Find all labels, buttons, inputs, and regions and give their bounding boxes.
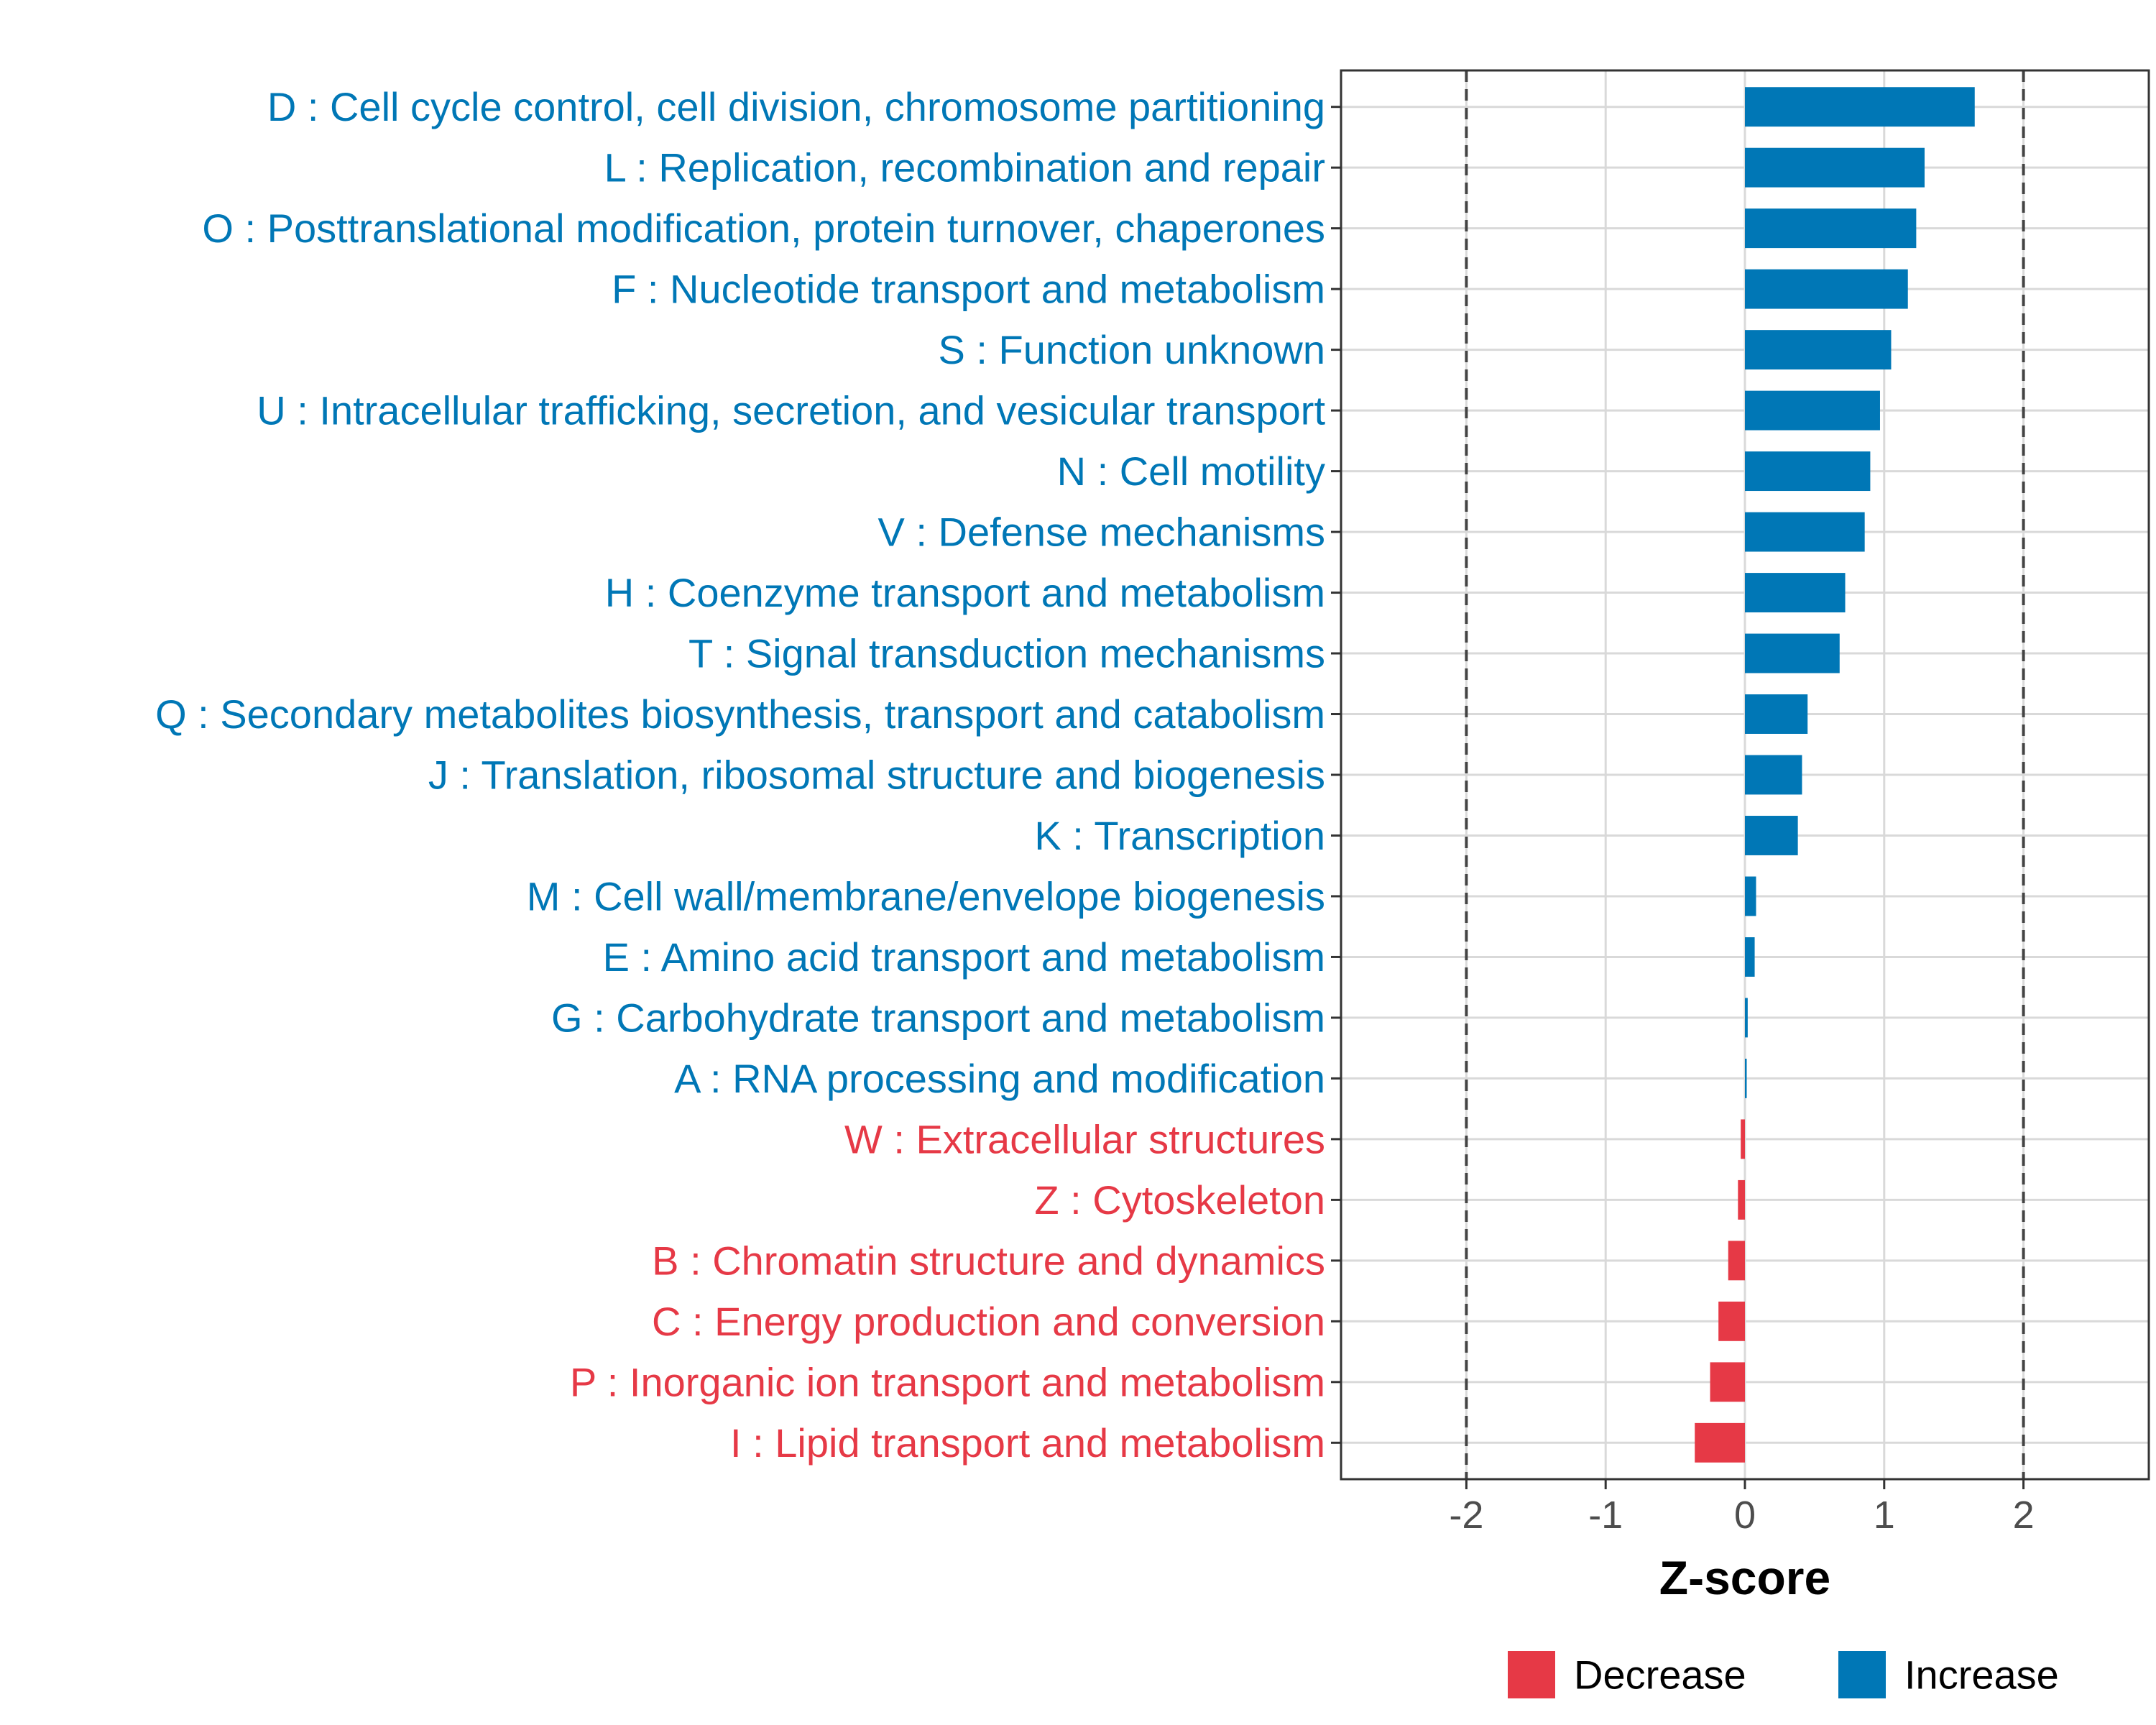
bar	[1745, 390, 1880, 431]
x-tick-label: 2	[2013, 1494, 2035, 1537]
bar	[1710, 1362, 1745, 1402]
x-tick-label: -2	[1449, 1494, 1483, 1537]
y-tick-label: I : Lipid transport and metabolism	[730, 1420, 1325, 1466]
bar	[1745, 208, 1917, 249]
x-axis-ticks: -2 -1 0 1 2	[1449, 1479, 2035, 1537]
bar	[1745, 451, 1871, 492]
bar	[1745, 87, 1975, 127]
y-tick-label: P : Inorganic ion transport and metaboli…	[570, 1359, 1325, 1404]
legend-label: Decrease	[1574, 1652, 1746, 1698]
y-tick-label: E : Amino acid transport and metabolism	[603, 934, 1325, 980]
bar	[1745, 633, 1840, 673]
legend-label: Increase	[1904, 1652, 2059, 1698]
y-tick-label: H : Coenzyme transport and metabolism	[605, 570, 1325, 615]
bar	[1695, 1422, 1745, 1463]
legend-item: Increase	[1838, 1651, 2059, 1698]
bar	[1745, 573, 1846, 613]
bar	[1745, 1058, 1747, 1098]
bar	[1745, 876, 1756, 916]
y-axis-labels: D : Cell cycle control, cell division, c…	[155, 84, 1325, 1466]
y-tick-label: T : Signal transduction mechanisms	[688, 631, 1325, 676]
y-tick-label: U : Intracellular trafficking, secretion…	[257, 388, 1325, 433]
bar	[1745, 998, 1748, 1038]
bar	[1738, 1179, 1745, 1220]
y-tick-label: C : Energy production and conversion	[652, 1299, 1325, 1344]
y-tick-label: W : Extracellular structures	[844, 1116, 1325, 1162]
legend-key	[1508, 1651, 1555, 1698]
y-tick-label: L : Replication, recombination and repai…	[604, 145, 1325, 190]
bar	[1745, 147, 1925, 188]
legend: Decrease Increase	[1508, 1651, 2059, 1698]
bar	[1741, 1119, 1745, 1159]
y-tick-label: J : Translation, ribosomal structure and…	[428, 753, 1325, 798]
y-tick-label: Z : Cytoskeleton	[1034, 1177, 1325, 1223]
y-tick-label: K : Transcription	[1034, 813, 1325, 858]
y-tick-label: B : Chromatin structure and dynamics	[652, 1238, 1325, 1283]
y-axis-ticks	[1331, 106, 1341, 1444]
bar	[1745, 269, 1908, 309]
bar	[1745, 512, 1865, 552]
y-tick-label: G : Carbohydrate transport and metabolis…	[551, 995, 1325, 1040]
bar	[1728, 1241, 1745, 1281]
bar	[1745, 694, 1808, 734]
reference-lines	[1465, 70, 2025, 1479]
x-tick-label: 1	[1874, 1494, 1895, 1537]
bar	[1745, 330, 1892, 370]
bar	[1745, 755, 1802, 795]
y-tick-label: N : Cell motility	[1057, 448, 1325, 494]
bar	[1718, 1301, 1745, 1341]
y-tick-label: M : Cell wall/membrane/envelope biogenes…	[527, 873, 1325, 919]
y-tick-label: S : Function unknown	[938, 327, 1325, 372]
bar	[1745, 816, 1798, 855]
y-tick-label: O : Posttranslational modification, prot…	[202, 206, 1325, 251]
legend-item: Decrease	[1508, 1651, 1746, 1698]
y-tick-label: A : RNA processing and modification	[674, 1056, 1325, 1101]
x-tick-label: 0	[1734, 1494, 1756, 1537]
y-tick-label: D : Cell cycle control, cell division, c…	[267, 84, 1325, 129]
x-tick-label: -1	[1588, 1494, 1623, 1537]
y-tick-label: Q : Secondary metabolites biosynthesis, …	[155, 691, 1325, 737]
x-axis-title: Z-score	[1659, 1551, 1830, 1604]
bars	[1695, 87, 1975, 1463]
y-tick-label: F : Nucleotide transport and metabolism	[612, 267, 1325, 312]
bar	[1745, 937, 1755, 977]
y-tick-label: V : Defense mechanisms	[878, 510, 1325, 555]
legend-key	[1838, 1651, 1886, 1698]
